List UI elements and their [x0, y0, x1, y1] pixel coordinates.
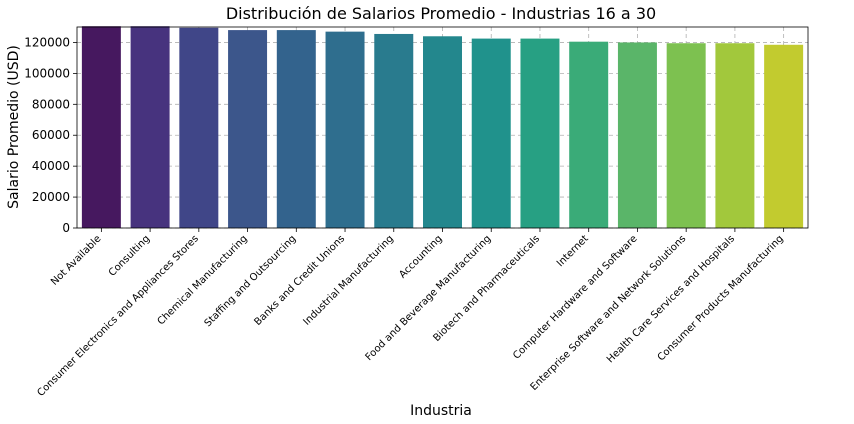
bar — [715, 43, 755, 228]
x-tick-label: Biotech and Pharmaceuticals — [431, 233, 542, 344]
bar — [81, 26, 121, 228]
bar — [130, 26, 170, 228]
y-tick-label: 20000 — [32, 190, 70, 204]
bar — [325, 31, 365, 229]
bar — [764, 44, 804, 229]
y-axis-label: Salario Promedio (USD) — [6, 45, 22, 209]
bar-layer — [81, 26, 804, 229]
bar — [569, 41, 609, 228]
bar — [423, 36, 462, 229]
bar — [276, 30, 316, 228]
x-tick-label: Consulting — [107, 233, 152, 278]
y-tick-label: 120000 — [24, 35, 70, 49]
bar — [520, 38, 560, 228]
bar — [471, 38, 511, 228]
x-tick-label: Industrial Manufacturing — [301, 233, 395, 327]
x-tick-label: Accounting — [397, 233, 444, 280]
bar — [617, 42, 657, 228]
y-tick-label: 0 — [62, 221, 70, 235]
y-tick-label: 60000 — [32, 128, 70, 142]
x-axis-label: Industria — [410, 403, 472, 419]
chart-title: Distribución de Salarios Promedio - Indu… — [226, 4, 656, 23]
x-tick-label: Chemical Manufacturing — [156, 233, 250, 327]
x-tick-label: Staffing and Outsourcing — [203, 233, 299, 329]
bar — [228, 30, 268, 228]
y-tick-label: 100000 — [24, 66, 70, 80]
plot-frame — [76, 26, 809, 229]
x-tick-label: Consumer Electronics and Appliances Stor… — [35, 233, 201, 399]
x-tick-label: Internet — [555, 233, 591, 269]
bar — [179, 27, 219, 229]
bar — [666, 43, 706, 228]
bar — [374, 33, 414, 229]
y-tick-label: 80000 — [32, 97, 70, 111]
x-tick-label: Not Available — [49, 233, 103, 287]
x-tick-label: Banks and Credit Unions — [253, 233, 348, 328]
y-tick-label: 40000 — [32, 159, 70, 173]
